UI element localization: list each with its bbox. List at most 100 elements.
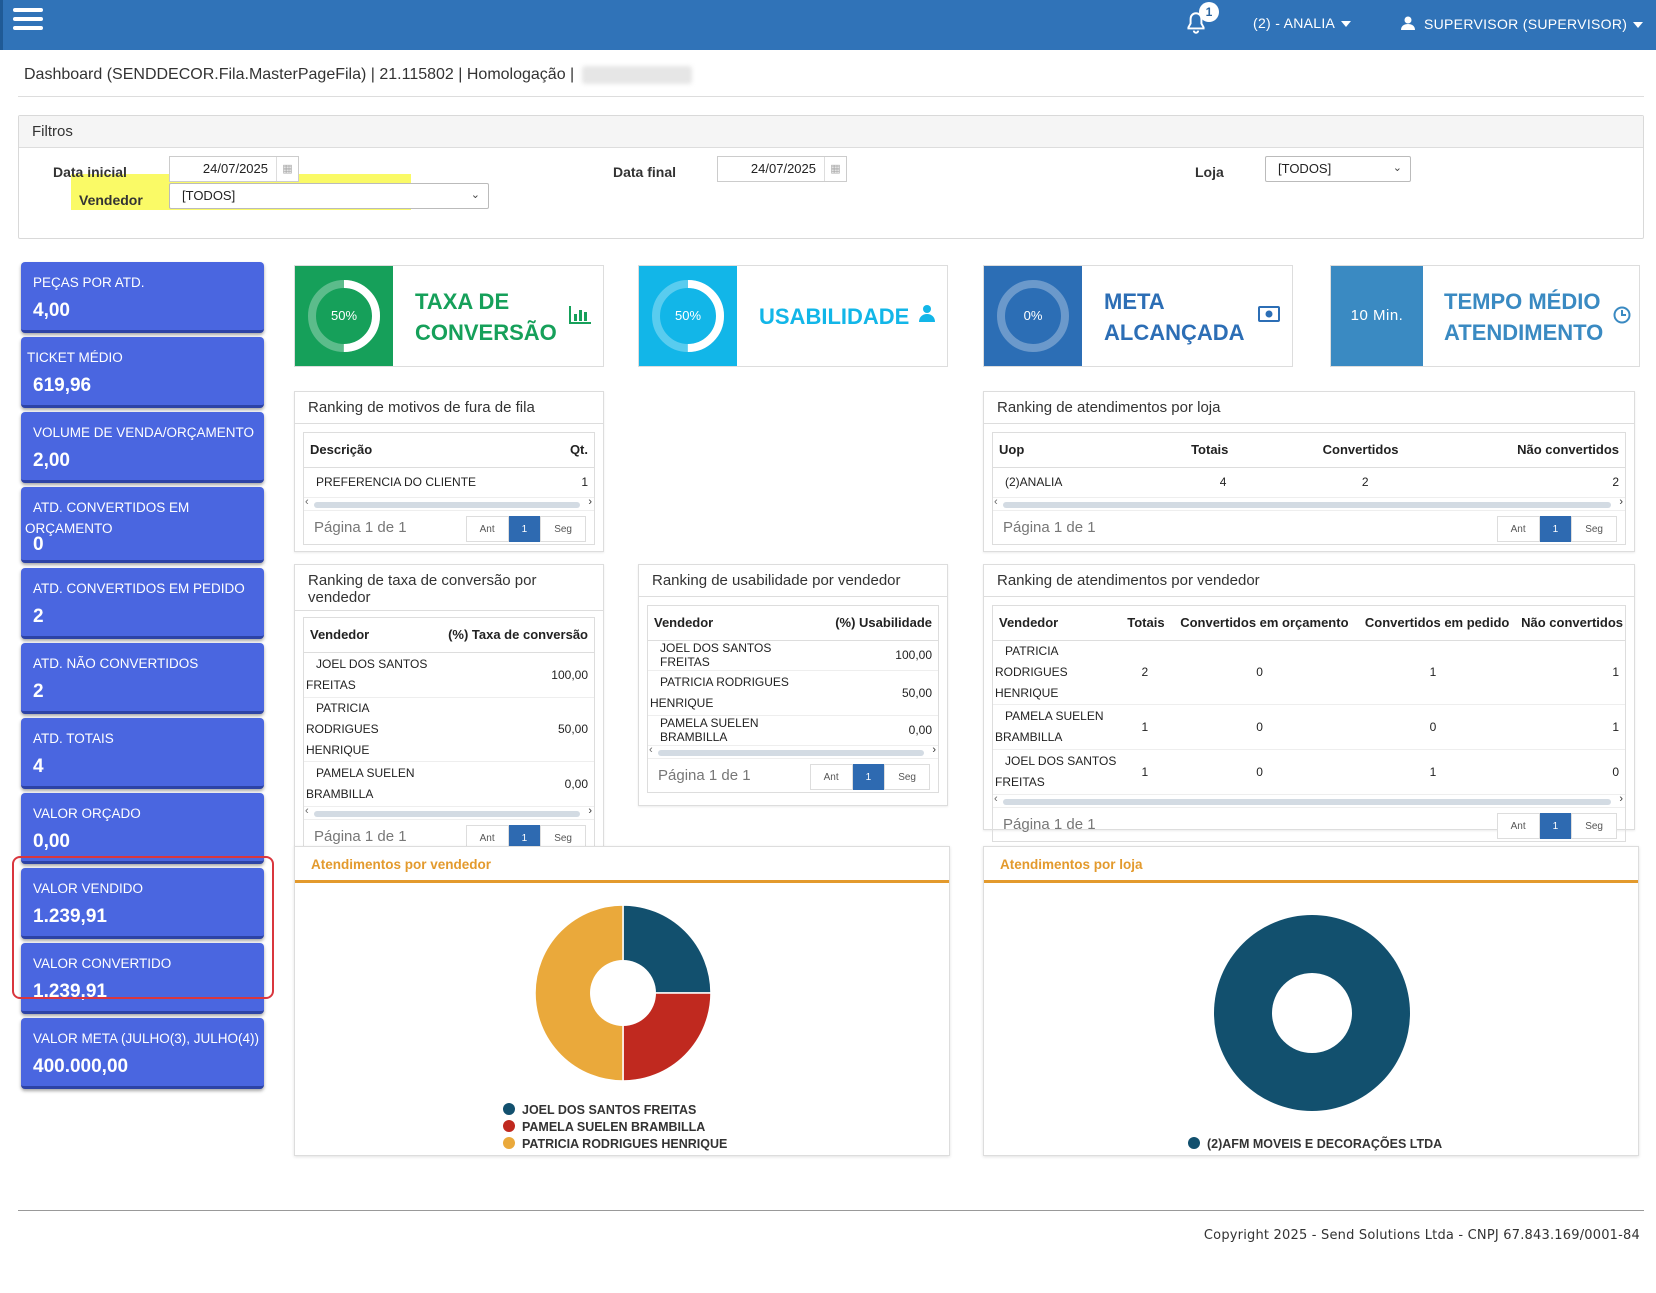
loja-select[interactable]: [TODOS] ⌄	[1265, 156, 1411, 182]
horizontal-scrollbar[interactable]: ‹ ›	[304, 495, 594, 510]
legend-item[interactable]: JOEL DOS SANTOS FREITAS	[503, 1103, 696, 1117]
bar-chart-icon	[569, 306, 591, 324]
stat-title: USABILIDADE	[759, 301, 909, 332]
calendar-icon[interactable]: ▦	[824, 157, 846, 181]
table-row[interactable]: JOEL DOS SANTOS FREITAS 100,00	[648, 640, 938, 671]
kpi-ticket-medio: TICKET MÉDIO 619,96	[21, 337, 264, 408]
table-row[interactable]: (2)ANALIA 4 2 2	[993, 467, 1625, 498]
column-header[interactable]: Vendedor	[304, 618, 443, 653]
column-header[interactable]: Convertidos em pedido	[1352, 606, 1514, 641]
progress-ring	[652, 280, 724, 352]
column-header[interactable]: Vendedor	[648, 606, 830, 641]
stat-title-line: TEMPO MÉDIO	[1444, 289, 1601, 314]
scroll-left-icon[interactable]: ‹	[994, 495, 998, 508]
scroll-track[interactable]	[314, 810, 580, 817]
kpi-value: 1.239,91	[33, 906, 107, 927]
table-row[interactable]: PATRICIA RODRIGUES HENRIQUE 50,00	[304, 697, 594, 762]
current-page-button[interactable]: 1	[1539, 812, 1572, 839]
scroll-track[interactable]	[1003, 501, 1611, 508]
stat-color-block: 0%	[984, 266, 1082, 366]
next-page-button[interactable]: Seg	[540, 515, 586, 542]
scroll-track[interactable]	[658, 749, 924, 756]
table-cell: PREFERENCIA DO CLIENTE	[304, 467, 553, 498]
legend-item[interactable]: (2)AFM MOVEIS E DECORAÇÕES LTDA	[1188, 1137, 1442, 1151]
ranking-loja-table: Uop Totais Convertidos Não convertidos (2)A…	[993, 433, 1625, 498]
column-header[interactable]: Uop	[993, 433, 1139, 468]
data-inicial-input[interactable]: 24/07/2025 ▦	[169, 156, 299, 182]
table-row[interactable]: PAMELA SUELEN BRAMBILLA 0,00	[304, 761, 594, 807]
prev-page-button[interactable]: Ant	[1496, 515, 1540, 542]
table-cell: 2	[1123, 640, 1167, 705]
scroll-track[interactable]	[1003, 798, 1611, 805]
table-row[interactable]: JOEL DOS SANTOS FREITAS 1 0 1 0	[993, 749, 1625, 795]
column-header[interactable]: (%) Taxa de conversão	[442, 618, 594, 653]
page-breadcrumb: Dashboard (SENDDECOR.Fila.MasterPageFila…	[24, 66, 693, 84]
scroll-right-icon[interactable]: ›	[588, 804, 592, 817]
stat-title-line: ALCANÇADA	[1104, 320, 1245, 345]
table-cell: 1	[1352, 640, 1514, 705]
column-header[interactable]: Qt.	[552, 433, 594, 468]
kpi-nao-convertidos: ATD. NÃO CONVERTIDOS 2	[21, 643, 264, 714]
legend-label: (2)AFM MOVEIS E DECORAÇÕES LTDA	[1207, 1137, 1443, 1151]
scroll-right-icon[interactable]: ›	[588, 495, 592, 508]
scroll-left-icon[interactable]: ‹	[305, 804, 309, 817]
store-dropdown[interactable]: (2) - ANALIA	[1253, 15, 1352, 31]
kpi-volume-venda: VOLUME DE VENDA/ORÇAMENTO 2,00	[21, 412, 264, 483]
table-row[interactable]: PATRICIA RODRIGUES HENRIQUE 50,00	[648, 670, 938, 716]
column-header[interactable]: Convertidos em orçamento	[1166, 606, 1353, 641]
filters-panel: Filtros Data inicial 24/07/2025 ▦ Vendedo…	[18, 115, 1644, 239]
data-final-input[interactable]: 24/07/2025 ▦	[717, 156, 847, 182]
horizontal-scrollbar[interactable]: ‹ ›	[993, 792, 1625, 807]
legend-item[interactable]: PATRICIA RODRIGUES HENRIQUE	[503, 1137, 727, 1151]
next-page-button[interactable]: Seg	[1571, 515, 1617, 542]
column-header[interactable]: Totais	[1138, 433, 1235, 468]
table-row[interactable]: PREFERENCIA DO CLIENTE 1	[304, 467, 594, 498]
column-header[interactable]: Totais	[1123, 606, 1167, 641]
column-header[interactable]: (%) Usabilidade	[829, 606, 938, 641]
kpi-convertidos-pedido: ATD. CONVERTIDOS EM PEDIDO 2	[21, 568, 264, 639]
column-header[interactable]: Não convertidos	[1513, 606, 1625, 641]
scroll-right-icon[interactable]: ›	[1619, 495, 1623, 508]
current-page-button[interactable]: 1	[852, 763, 885, 790]
redacted-text	[582, 66, 693, 84]
ranking-usabilidade-panel: Ranking de usabilidade por vendedor Vend…	[638, 564, 948, 806]
prev-page-button[interactable]: Ant	[809, 763, 853, 790]
pie-slice[interactable]	[534, 904, 624, 1082]
prev-page-button[interactable]: Ant	[1496, 812, 1540, 839]
current-page-button[interactable]: 1	[508, 515, 541, 542]
scroll-left-icon[interactable]: ‹	[305, 495, 309, 508]
panel-title: Ranking de motivos de fura de fila	[295, 392, 603, 424]
legend-item[interactable]: PAMELA SUELEN BRAMBILLA	[503, 1120, 705, 1134]
horizontal-scrollbar[interactable]: ‹ ›	[648, 743, 938, 758]
next-page-button[interactable]: Seg	[1571, 812, 1617, 839]
calendar-icon[interactable]: ▦	[276, 157, 298, 181]
column-header[interactable]: Descrição	[304, 433, 553, 468]
column-header[interactable]: Não convertidos	[1404, 433, 1625, 468]
table-row[interactable]: JOEL DOS SANTOS FREITAS 100,00	[304, 652, 594, 698]
current-page-button[interactable]: 1	[1539, 515, 1572, 542]
user-dropdown[interactable]: SUPERVISOR (SUPERVISOR)	[1400, 15, 1644, 32]
table-row[interactable]: PATRICIA RODRIGUES HENRIQUE 2 0 1 1	[993, 640, 1625, 705]
user-icon	[1401, 16, 1415, 30]
column-header[interactable]: Convertidos	[1234, 433, 1405, 468]
scroll-left-icon[interactable]: ‹	[649, 743, 653, 756]
column-header[interactable]: Vendedor	[993, 606, 1123, 641]
scroll-right-icon[interactable]: ›	[932, 743, 936, 756]
table-row[interactable]: PAMELA SUELEN BRAMBILLA 0,00	[648, 715, 938, 746]
next-page-button[interactable]: Seg	[884, 763, 930, 790]
vendedor-select[interactable]: [TODOS] ⌄	[169, 183, 489, 209]
menu-icon[interactable]	[13, 8, 43, 30]
scroll-track[interactable]	[314, 501, 580, 508]
table-header-row: Vendedor (%) Taxa de conversão	[304, 618, 594, 653]
table-cell: 50,00	[829, 670, 938, 716]
horizontal-scrollbar[interactable]: ‹ ›	[304, 804, 594, 819]
scroll-right-icon[interactable]: ›	[1619, 792, 1623, 805]
kpi-label: VOLUME DE VENDA/ORÇAMENTO	[33, 425, 255, 440]
table-row[interactable]: PAMELA SUELEN BRAMBILLA 1 0 0 1	[993, 704, 1625, 750]
stat-tempo-medio: 10 Min. TEMPO MÉDIO ATENDIMENTO	[1330, 265, 1640, 367]
table-cell: 1	[1513, 704, 1625, 750]
prev-page-button[interactable]: Ant	[465, 515, 509, 542]
scroll-left-icon[interactable]: ‹	[994, 792, 998, 805]
horizontal-scrollbar[interactable]: ‹ ›	[993, 495, 1625, 510]
stat-title-line: META	[1104, 289, 1165, 314]
